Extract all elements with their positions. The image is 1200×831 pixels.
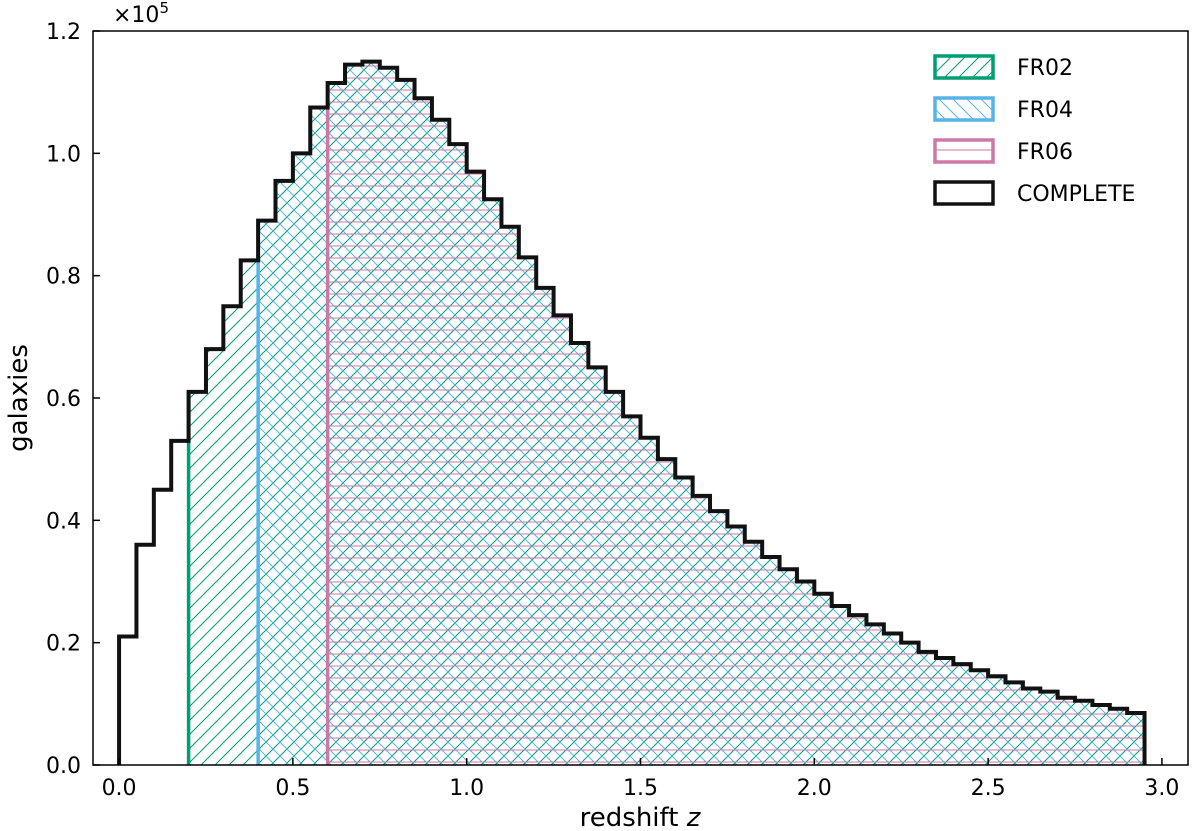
legend-item-fr04: FR04 [933, 96, 1073, 123]
legend-swatch [933, 96, 995, 122]
step-line-complete [117, 59, 1147, 765]
y-tick-label: 0.6 [46, 387, 81, 412]
y-tick-label: 1.0 [46, 142, 81, 167]
x-tick-label: 2.5 [971, 776, 1006, 801]
y-tick-label: 0.4 [46, 509, 81, 534]
y-tick-label: 1.2 [46, 20, 81, 45]
x-tick-label: 3.0 [1144, 776, 1179, 801]
legend: FR02 FR04 FR06 COMPLETE [933, 54, 1135, 207]
x-tick-label: 2.0 [797, 776, 832, 801]
x-axis-label: redshift z [580, 803, 702, 831]
legend-label: FR02 [1017, 56, 1073, 81]
x-tick-label: 0.5 [275, 776, 310, 801]
legend-item-fr02: FR02 [933, 54, 1073, 81]
legend-label: FR04 [1017, 98, 1073, 123]
legend-label: FR06 [1017, 140, 1073, 165]
series-fills [188, 61, 1145, 766]
y-tick-label: 0.2 [46, 632, 81, 657]
x-tick-label: 1.5 [623, 776, 658, 801]
legend-swatch [933, 138, 995, 164]
series-outlines [117, 59, 1147, 765]
legend-swatch [933, 180, 995, 206]
y-axis: 0.0 0.2 0.4 0.6 0.8 1.0 1.2 [46, 20, 100, 779]
y-tick-label: 0.0 [46, 754, 81, 779]
x-axis: 0.0 0.5 1.0 1.5 2.0 2.5 3.0 [102, 758, 1179, 801]
y-axis-label: galaxies [4, 344, 34, 452]
legend-label: COMPLETE [1017, 182, 1135, 207]
x-tick-label: 1.0 [449, 776, 484, 801]
hatch-fill-fr06 [327, 61, 1145, 766]
y-multiplier-label: ×105 [113, 0, 169, 28]
legend-item-fr06: FR06 [933, 138, 1073, 165]
legend-swatch [933, 54, 995, 80]
y-tick-label: 0.8 [46, 265, 81, 290]
legend-item-complete: COMPLETE [933, 180, 1135, 207]
x-tick-label: 0.0 [102, 776, 137, 801]
